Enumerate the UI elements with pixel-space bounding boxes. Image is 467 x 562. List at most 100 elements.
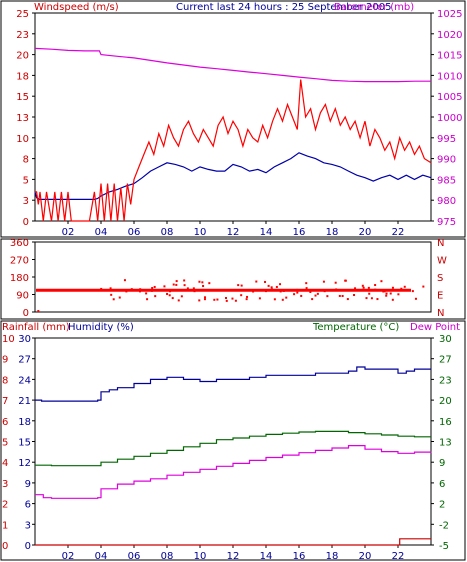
x-axis: 02 04 06 08 10 12 14 16 18 20 22 (62, 221, 404, 238)
direction-point (376, 298, 379, 301)
x-tick-label: 08 (161, 227, 174, 238)
rain-tick-label: 0 (2, 541, 8, 552)
temperature-tick-label: 9 (439, 458, 445, 469)
temperature-tick-label: 23 (439, 375, 452, 386)
rainfall-label: Rainfall (mm) (2, 322, 70, 333)
humidity-tick-label: 15 (18, 438, 31, 449)
direction-point (411, 290, 414, 293)
direction-point (192, 287, 195, 290)
x-tick-label: 18 (326, 227, 339, 238)
humidity-tick-label: 21 (18, 396, 31, 407)
direction-point (175, 280, 178, 283)
direction-point (123, 279, 126, 282)
direction-point (309, 290, 312, 293)
direction-point (403, 285, 406, 288)
wind-barometer-panel: Windspeed (m/s) Current last 24 hours : … (0, 0, 466, 238)
x-tick-label: 16 (293, 227, 306, 238)
y-tick-label: 15 (16, 92, 29, 103)
y-tick-label: 180 (10, 273, 29, 284)
compass-label: S (437, 273, 443, 284)
y-tick-label: 8 (23, 155, 29, 166)
y-tick-label: 975 (437, 217, 456, 228)
series-layer (35, 366, 432, 546)
direction-point (323, 290, 326, 293)
rain-tick-label: 4 (2, 458, 8, 469)
humidity-tick-label: 3 (25, 520, 31, 531)
direction-point (389, 292, 392, 295)
direction-point (171, 297, 174, 300)
direction-point (285, 296, 288, 299)
y-tick-label: 25 (16, 9, 29, 20)
direction-point (281, 298, 284, 301)
direction-point (208, 282, 211, 285)
direction-point (296, 288, 299, 291)
temperature-tick-label: 30 (439, 334, 452, 345)
y-tick-label: 1020 (437, 30, 462, 41)
direction-point (311, 298, 314, 301)
x-tick-label: 04 (95, 551, 108, 562)
compass-label: N (437, 238, 444, 249)
direction-point (267, 284, 270, 287)
direction-point (204, 296, 207, 299)
rain-tick-label: 9 (2, 355, 8, 366)
direction-point (125, 290, 128, 293)
direction-point (100, 287, 103, 290)
direction-point (270, 288, 273, 291)
direction-point (334, 281, 337, 284)
direction-point (344, 279, 347, 282)
direction-point (385, 294, 388, 297)
x-tick-label: 10 (194, 551, 207, 562)
direction-point (300, 294, 303, 297)
x-tick-label: 20 (359, 227, 372, 238)
x-tick-label: 20 (359, 551, 372, 562)
direction-point (368, 292, 371, 295)
y-tick-label: 0 (23, 308, 29, 319)
humidity-tick-label: 24 (18, 375, 31, 386)
direction-point (374, 288, 377, 291)
direction-point (361, 284, 364, 287)
humidity-tick-label: 12 (18, 458, 31, 469)
wind-average-line (34, 152, 432, 200)
direction-point (145, 292, 148, 295)
humidity-tick-label: 6 (25, 500, 31, 511)
direction-point (246, 295, 249, 298)
x-tick-label: 06 (128, 551, 141, 562)
direction-point (198, 299, 201, 302)
dewpoint-label: Dew Point (410, 322, 460, 333)
direction-point (203, 298, 206, 301)
humidity-line (35, 366, 431, 402)
humidity-label: Humidity (%) (68, 322, 134, 333)
direction-point (279, 290, 282, 293)
direction-point (383, 290, 386, 293)
direction-point (118, 289, 121, 292)
direction-point (240, 294, 243, 297)
direction-point (367, 286, 370, 289)
panel-border (0, 0, 466, 238)
direction-point (138, 290, 141, 293)
direction-point (106, 289, 109, 292)
direction-point (261, 289, 264, 292)
direction-point (397, 293, 400, 296)
direction-point (168, 294, 171, 297)
direction-point (213, 298, 216, 301)
direction-point (225, 296, 228, 299)
direction-point (198, 280, 201, 283)
humidity-tick-label: 27 (18, 355, 31, 366)
direction-point (346, 298, 349, 301)
direction-point (202, 284, 205, 287)
direction-point (338, 294, 341, 297)
y-tick-label: 5 (23, 175, 29, 186)
direction-point (245, 298, 248, 301)
x-tick-label: 14 (260, 551, 273, 562)
y-tick-label: 23 (16, 30, 29, 41)
direction-point (252, 290, 255, 293)
direction-point (163, 285, 166, 288)
direction-point (177, 299, 180, 302)
panel-border (0, 320, 466, 561)
direction-point (225, 299, 228, 302)
direction-point (380, 280, 383, 283)
direction-point (279, 283, 282, 286)
y-tick-label: 13 (16, 113, 29, 124)
direction-point (183, 284, 186, 287)
